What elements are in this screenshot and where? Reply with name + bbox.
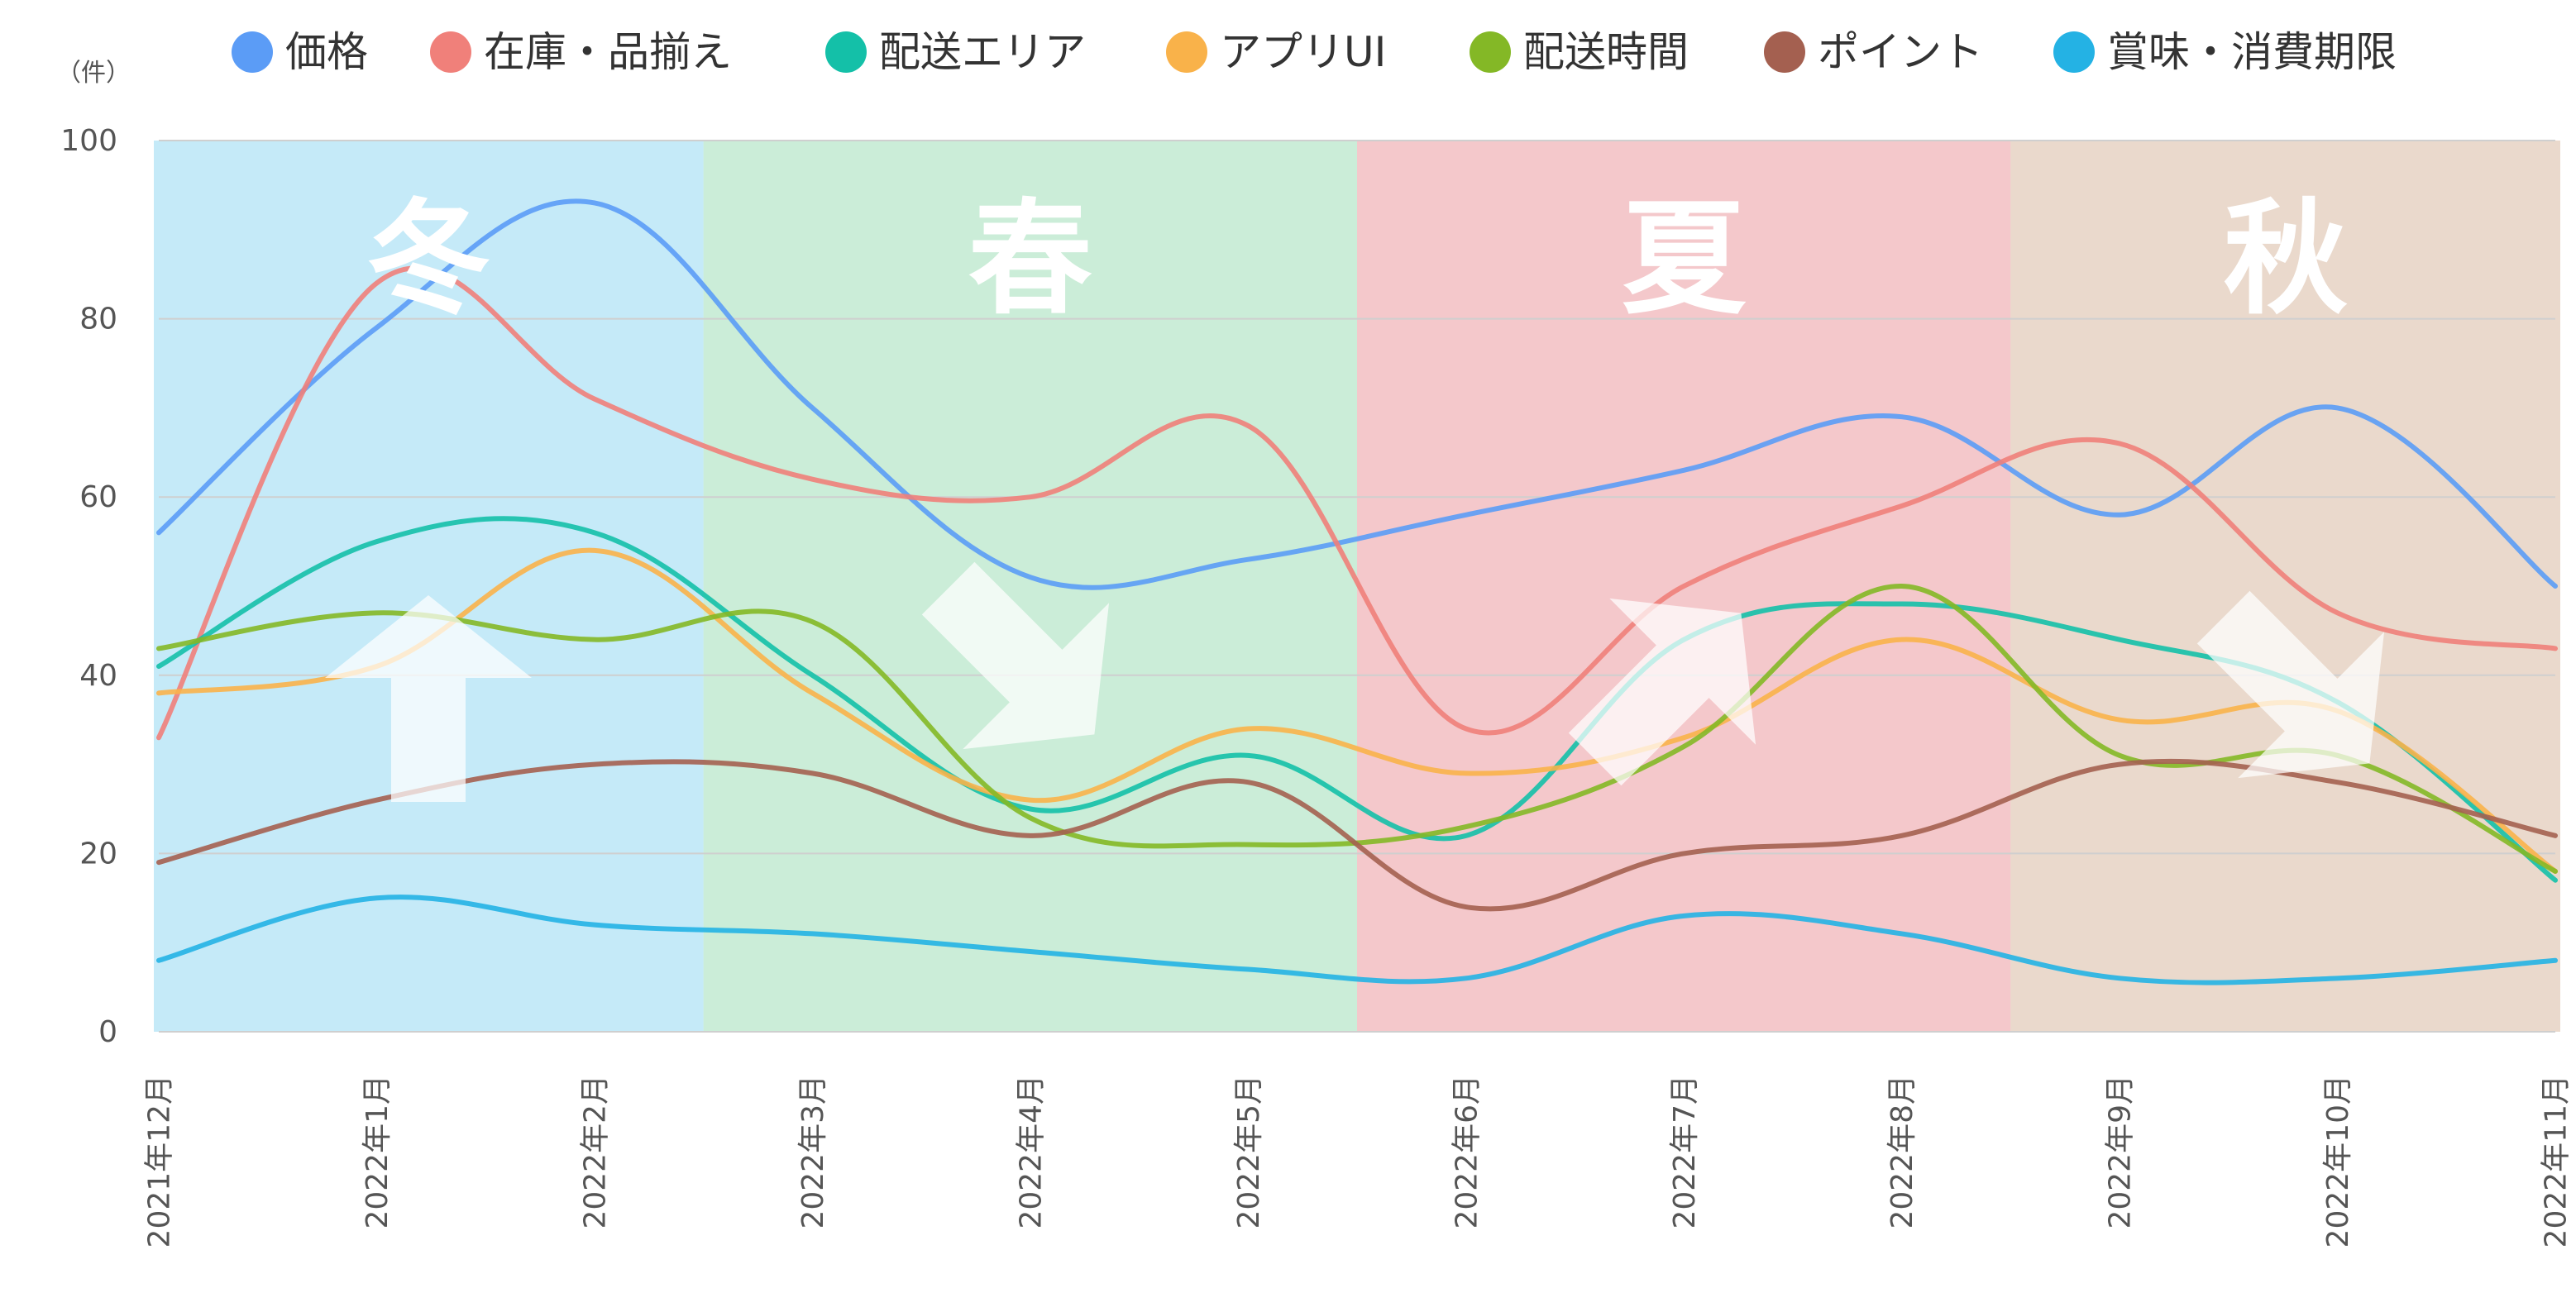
legend-label-1: 在庫・品揃え: [484, 28, 732, 76]
grid-lines: [159, 140, 2555, 1033]
season-labels: 冬春夏秋: [366, 188, 2347, 332]
season-band-1: [703, 141, 1357, 1032]
x-tick-label: 2022年3月: [796, 1075, 830, 1229]
season-band-3: [2010, 141, 2560, 1032]
legend-label-6: 賞味・消費期限: [2107, 28, 2397, 76]
legend-marker-6: [2053, 31, 2095, 73]
y-tick-label: 80: [79, 303, 117, 336]
trend-arrow-up: [325, 595, 532, 802]
y-unit-label: （件）: [56, 59, 131, 88]
season-label-2: 夏: [1622, 188, 1747, 332]
series-line-6: [156, 895, 2558, 985]
legend-label-3: アプリUI: [1220, 28, 1386, 76]
legend-marker-3: [1166, 31, 1207, 73]
legend: 価格 在庫・品揃え 配送エリア アプリUI 配送時間 ポイント 賞味・消費期限: [232, 28, 2397, 76]
x-tick-label: 2022年4月: [1014, 1075, 1048, 1229]
legend-marker-4: [1470, 31, 1511, 73]
x-tick-label: 2021年12月: [143, 1075, 177, 1248]
series-line-0: [156, 198, 2558, 590]
x-tick-label: 2022年9月: [2104, 1075, 2138, 1229]
legend-label-0: 価格: [285, 28, 368, 76]
trend-arrow-up-right: [1568, 598, 1756, 786]
legend-label-4: 配送時間: [1523, 28, 1689, 76]
x-tick-label: 2022年8月: [1885, 1075, 1919, 1229]
y-tick-label: 40: [79, 659, 117, 693]
trend-arrow-down-right: [2196, 590, 2385, 779]
legend-marker-2: [825, 31, 867, 73]
season-label-3: 秋: [2224, 188, 2348, 332]
legend-label-5: ポイント: [1818, 28, 1983, 76]
trend-arrow-down-right: [921, 561, 1110, 750]
legend-label-2: 配送エリア: [879, 28, 1086, 76]
legend-marker-1: [430, 31, 471, 73]
trend-arrows: [325, 561, 2385, 802]
axis-labels: 0 20 40 60 80 100 2021年12月 2022年1月 2022年2月 2022年3…: [60, 124, 2573, 1248]
series-line-2: [156, 516, 2558, 883]
season-label-0: 冬: [366, 188, 490, 332]
y-tick-label: 0: [98, 1015, 117, 1049]
legend-marker-5: [1764, 31, 1805, 73]
y-tick-label: 20: [79, 837, 117, 871]
series-line-5: [156, 758, 2558, 912]
x-tick-label: 2022年2月: [579, 1075, 613, 1229]
season-band-0: [154, 141, 704, 1032]
x-tick-label: 2022年5月: [1232, 1075, 1266, 1229]
x-tick-label: 2022年6月: [1450, 1075, 1484, 1229]
series-line-1: [156, 265, 2558, 741]
y-tick-label: 60: [79, 480, 117, 514]
series-line-3: [156, 547, 2558, 874]
season-label-1: 春: [968, 188, 1092, 332]
y-tick-label: 100: [60, 124, 117, 158]
x-tick-label: 2022年10月: [2321, 1075, 2355, 1248]
x-tick-label: 2022年11月: [2540, 1075, 2574, 1248]
series-lines: [156, 198, 2558, 985]
legend-marker-0: [232, 31, 273, 73]
x-tick-label: 2022年1月: [361, 1075, 394, 1229]
x-tick-label: 2022年7月: [1668, 1075, 1702, 1229]
